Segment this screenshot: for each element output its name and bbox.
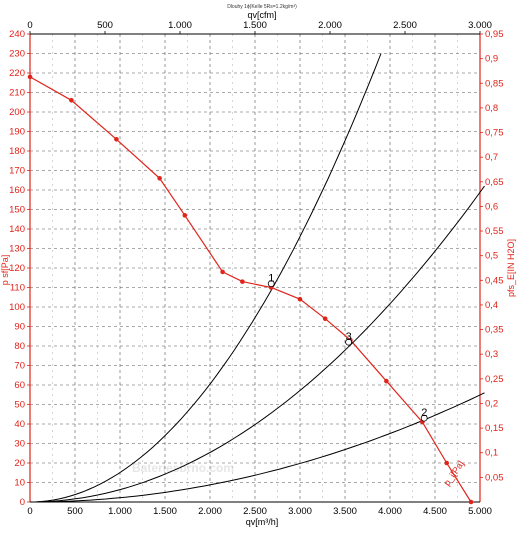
x-tick-label: 5.000 (468, 506, 492, 517)
operating-point-marker (420, 414, 428, 422)
y-right-tick-label: 0,3 (485, 349, 498, 360)
x-axis-title: qv[m³/h] (246, 517, 279, 527)
x-tick-label: 3.000 (288, 506, 312, 517)
x-top-tick-label: 1.000 (168, 20, 192, 31)
fan-curve-point (114, 137, 119, 142)
y-right-tick-label: 0,6 (485, 201, 498, 212)
y-right-tick-label: 0,05 (485, 472, 504, 483)
y-right-tick-label: 0,2 (485, 398, 498, 409)
y-left-tick-label: 160 (9, 185, 25, 196)
y-left-tick-label: 230 (9, 49, 25, 60)
operating-point-marker (267, 280, 275, 288)
y-left-tick-label: 140 (9, 224, 25, 235)
chart-title: Dlouhy 1ɸ(Kelle 5Rs=1.2kg/m³) (227, 4, 297, 10)
x-top-tick-label: 500 (97, 20, 113, 31)
x-tick-label: 0 (27, 506, 32, 517)
y-left-tick-label: 90 (14, 322, 25, 333)
y-left-tick-label: 20 (14, 458, 25, 469)
x-top-tick-label: 2.000 (318, 20, 342, 31)
y-left-tick-label: 240 (9, 29, 25, 40)
fan-curve-point (27, 74, 33, 80)
x-top-tick-label: 2.500 (393, 20, 417, 31)
fan-curve-point (157, 176, 162, 181)
x-tick-label: 1.000 (108, 506, 132, 517)
operating-point-label: 1 (268, 273, 274, 285)
series-lines (29, 53, 485, 503)
x-top-tick-label: 0 (27, 20, 32, 31)
y-left-tick-label: 120 (9, 263, 25, 274)
y-right-tick-label: 0,95 (485, 29, 504, 40)
x-top-tick-label: 1.500 (243, 20, 267, 31)
y-right-tick-label: 0,25 (485, 374, 504, 385)
y-axis-right-title: pfs_E[IN H2O] (506, 239, 516, 297)
y-left-tick-label: 190 (9, 127, 25, 138)
fan-curve-point (240, 279, 245, 284)
y-left-tick-label: 210 (9, 88, 25, 99)
y-right-tick-label: 0,4 (485, 300, 498, 311)
watermark: Bateriesbrno.com (132, 461, 234, 475)
fan-curve-point (69, 98, 74, 103)
y-left-tick-label: 80 (14, 341, 25, 352)
y-axis-left-title: p sf[Pa] (0, 255, 10, 286)
fan-curve-point (182, 213, 188, 218)
y-left-tick-label: 180 (9, 146, 25, 157)
y-left-tick-label: 200 (9, 107, 25, 118)
fan-curve-line (29, 76, 472, 503)
fan-curve-point (444, 460, 450, 466)
y-right-tick-label: 0,65 (485, 177, 504, 188)
grid (30, 34, 480, 502)
x-tick-label: 2.500 (243, 506, 267, 517)
system-curve-2 (29, 185, 485, 503)
y-left-tick-label: 150 (9, 205, 25, 216)
y-right-tick-label: 0,75 (485, 128, 504, 139)
fan-curve-point (468, 499, 474, 505)
x-top-tick-label: 3.000 (468, 20, 492, 31)
y-left-tick-label: 220 (9, 68, 25, 79)
y-right-tick-label: 0,9 (485, 54, 498, 65)
y-right-tick-label: 0,5 (485, 251, 498, 262)
x-tick-label: 4.000 (378, 506, 402, 517)
axes: 0 500 1.000 1.500 2.000 2.500 3.000 3.500 4.000 4… (9, 20, 503, 517)
x-tick-label: 1.500 (153, 506, 177, 517)
y-left-tick-label: 100 (9, 302, 25, 313)
fan-curve-point (297, 296, 303, 302)
y-right-tick-label: 0,85 (485, 78, 504, 89)
y-left-tick-label: 10 (14, 478, 25, 489)
y-right-tick-label: 0,55 (485, 226, 504, 237)
y-right-tick-label: 0,15 (485, 423, 504, 434)
y-right-tick-label: 0,1 (485, 448, 498, 459)
y-left-tick-label: 170 (9, 166, 25, 177)
y-right-tick-label: 0,35 (485, 325, 504, 336)
operating-point-label: 3 (346, 331, 352, 343)
x-axis-top-title: qv[cfm] (247, 10, 276, 20)
y-left-tick-label: 60 (14, 380, 25, 391)
operating-point-marker (345, 338, 353, 346)
y-left-tick-label: 30 (14, 439, 25, 450)
system-curve-1 (29, 53, 382, 503)
y-right-tick-label: 0,7 (485, 152, 498, 163)
fan-curve-point (220, 269, 225, 275)
x-tick-label: 2.000 (198, 506, 222, 517)
system-curve-3 (30, 392, 485, 503)
x-tick-label: 3.500 (333, 506, 357, 517)
y-left-tick-label: 40 (14, 419, 25, 430)
y-left-tick-label: 70 (14, 361, 25, 372)
y-left-tick-label: 50 (14, 400, 25, 411)
y-right-tick-label: 0,8 (485, 103, 498, 114)
x-tick-label: 500 (67, 506, 83, 517)
y-left-tick-label: 0 (20, 497, 25, 508)
x-tick-label: 4.500 (423, 506, 447, 517)
fan-curve-point (384, 378, 389, 384)
operating-point-label: 2 (421, 407, 427, 419)
y-left-tick-label: 130 (9, 244, 25, 255)
y-left-tick-label: 110 (10, 283, 25, 294)
fan-curve-point (322, 316, 328, 322)
y-right-tick-label: 0,45 (485, 275, 504, 286)
